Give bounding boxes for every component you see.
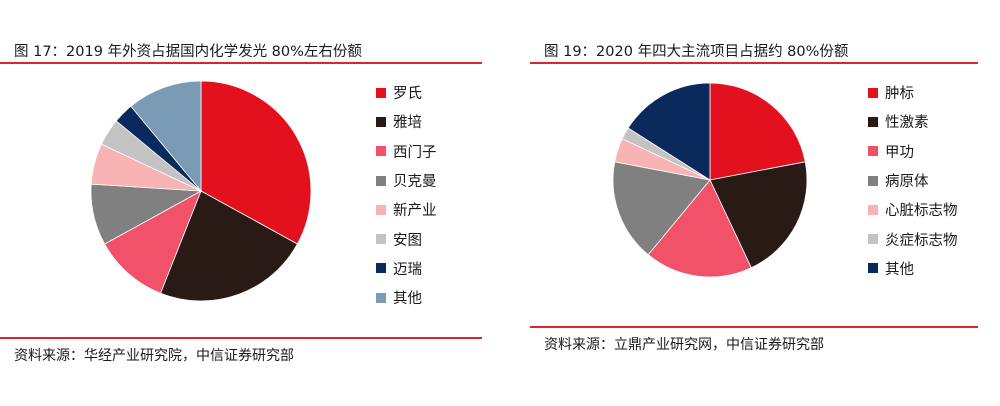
legend-label: 其他 xyxy=(393,291,422,308)
legend-swatch xyxy=(376,234,386,245)
legend-item: 其他 xyxy=(376,283,437,312)
figure-17-bottom-rule xyxy=(0,337,482,339)
pie-slice-fig17-0 xyxy=(200,80,312,245)
legend-label: 贝克曼 xyxy=(393,174,437,191)
legend-label: 甲功 xyxy=(885,144,914,161)
legend-swatch xyxy=(376,116,386,127)
legend-item: 迈瑞 xyxy=(376,254,437,283)
legend-label: 雅培 xyxy=(393,115,422,132)
pie-slice-fig19-0 xyxy=(709,82,806,181)
legend-label: 其他 xyxy=(885,261,914,278)
legend-label: 新产业 xyxy=(393,203,437,220)
legend-swatch xyxy=(376,175,386,186)
legend-item: 心脏标志物 xyxy=(868,195,958,224)
legend-item: 安图 xyxy=(376,224,437,253)
figure-19-bottom-rule xyxy=(530,326,978,328)
legend-label: 肿标 xyxy=(885,86,914,103)
figure-17-pie-chart xyxy=(90,80,312,302)
pie-slice-fig19-2 xyxy=(647,179,752,278)
figure-17-source: 资料来源：华经产业研究院，中信证券研究部 xyxy=(14,348,294,364)
figure-19-source: 资料来源：立鼎产业研究网，中信证券研究部 xyxy=(544,337,824,353)
legend-label: 性激素 xyxy=(885,115,929,132)
legend-item: 雅培 xyxy=(376,107,437,136)
legend-item: 肿标 xyxy=(868,78,958,107)
legend-label: 西门子 xyxy=(393,144,437,161)
figure-19-top-rule xyxy=(530,62,978,64)
legend-item: 西门子 xyxy=(376,137,437,166)
figure-17-top-rule xyxy=(0,62,482,64)
legend-label: 病原体 xyxy=(885,174,929,191)
pie-slice-fig17-2 xyxy=(104,190,202,294)
legend-item: 性激素 xyxy=(868,107,958,136)
legend-swatch xyxy=(376,204,386,215)
figure-17-title: 图 17：2019 年外资占据国内化学发光 80%左右份额 xyxy=(14,44,362,60)
legend-item: 病原体 xyxy=(868,166,958,195)
pie-slice-fig17-1 xyxy=(159,190,298,302)
legend-swatch xyxy=(376,292,386,303)
legend-swatch xyxy=(868,204,878,215)
figure-19-panel: 图 19：2020 年四大主流项目占据约 80%份额 肿标性激素甲功病原体心脏标… xyxy=(530,0,1000,406)
legend-swatch xyxy=(868,263,878,274)
legend-item: 炎症标志物 xyxy=(868,224,958,253)
legend-swatch xyxy=(868,116,878,127)
figure-17-panel: 图 17：2019 年外资占据国内化学发光 80%左右份额 罗氏雅培西门子贝克曼… xyxy=(0,0,490,406)
pie-slice-fig19-6 xyxy=(627,82,711,181)
legend-swatch xyxy=(376,87,386,98)
legend-label: 安图 xyxy=(393,232,422,249)
pie-slice-fig19-3 xyxy=(612,161,711,256)
figure-17-legend: 罗氏雅培西门子贝克曼新产业安图迈瑞其他 xyxy=(376,78,437,312)
pie-slice-fig19-1 xyxy=(709,161,808,269)
legend-swatch xyxy=(376,146,386,157)
legend-item: 罗氏 xyxy=(376,78,437,107)
legend-swatch xyxy=(376,263,386,274)
figure-19-title: 图 19：2020 年四大主流项目占据约 80%份额 xyxy=(544,44,849,60)
legend-label: 心脏标志物 xyxy=(885,203,958,220)
legend-swatch xyxy=(868,146,878,157)
legend-item: 贝克曼 xyxy=(376,166,437,195)
legend-swatch xyxy=(868,234,878,245)
legend-label: 罗氏 xyxy=(393,86,422,103)
legend-label: 炎症标志物 xyxy=(885,232,958,249)
figure-19-legend: 肿标性激素甲功病原体心脏标志物炎症标志物其他 xyxy=(868,78,958,283)
pie-slice-fig17-7 xyxy=(130,80,202,193)
legend-item: 其他 xyxy=(868,254,958,283)
legend-item: 甲功 xyxy=(868,137,958,166)
legend-label: 迈瑞 xyxy=(393,261,422,278)
legend-swatch xyxy=(868,87,878,98)
legend-swatch xyxy=(868,175,878,186)
legend-item: 新产业 xyxy=(376,195,437,224)
figure-19-pie-chart xyxy=(612,82,808,278)
